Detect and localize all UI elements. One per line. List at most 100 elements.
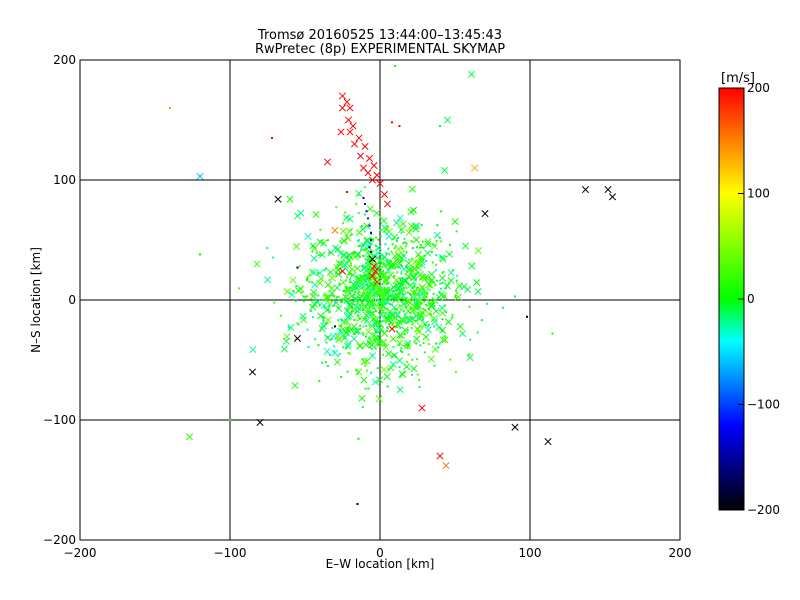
data-point-x: [295, 286, 303, 295]
data-point-x: [394, 245, 403, 253]
data-point-dot: [385, 329, 388, 332]
data-point-dot: [401, 247, 404, 250]
data-point-dot: [367, 260, 370, 263]
data-point-x: [253, 260, 261, 268]
data-point-x: [349, 122, 357, 130]
data-point-x: [400, 265, 408, 273]
data-point-x: [288, 291, 296, 299]
data-point-dot: [422, 246, 425, 249]
data-point-dot: [373, 288, 376, 291]
data-point-dot: [362, 197, 365, 199]
data-point-x: [451, 218, 459, 226]
data-point-dot: [406, 270, 409, 273]
data-point-dot: [314, 301, 317, 304]
data-point-dot: [419, 243, 422, 246]
data-point-dot: [423, 300, 426, 303]
data-point-dot: [454, 371, 457, 374]
data-point-dot: [382, 300, 385, 303]
data-point-dot: [394, 282, 397, 285]
data-point-x: [368, 176, 377, 184]
chart-title: Tromsø 20160525 13:44:00–13:45:43: [257, 28, 502, 43]
data-point-x: [344, 116, 353, 124]
data-point-dot: [377, 261, 380, 264]
data-point-dot: [368, 336, 371, 339]
data-point-x: [413, 298, 421, 306]
data-point-dot: [476, 331, 479, 334]
data-point-x: [339, 227, 347, 235]
data-point-dot: [317, 294, 320, 297]
data-point-dot: [441, 330, 444, 333]
data-point-dot: [435, 239, 438, 242]
data-point-x: [343, 98, 351, 106]
data-point-dot: [328, 310, 331, 313]
data-point-dot: [373, 325, 376, 328]
data-point-dot: [364, 387, 367, 390]
data-point-x: [338, 104, 347, 112]
data-point-x: [581, 186, 590, 194]
data-point-x: [397, 287, 405, 295]
data-point-x: [289, 276, 297, 284]
data-point-dot: [402, 316, 405, 319]
data-point-dot: [321, 298, 324, 301]
data-point-dot: [366, 298, 369, 301]
data-point-dot: [383, 344, 386, 347]
data-point-dot: [295, 284, 298, 287]
colorbar-tick-label: −200: [747, 503, 780, 517]
data-point-x: [396, 386, 404, 394]
data-point-x: [436, 452, 444, 460]
data-point-dot: [383, 230, 386, 233]
data-point-dot: [323, 292, 326, 295]
data-point-x: [408, 185, 416, 193]
data-point-dot: [456, 274, 459, 277]
data-point-x: [375, 286, 383, 294]
data-point-x: [351, 282, 359, 290]
data-point-x: [327, 285, 336, 293]
data-point-dot: [381, 265, 384, 268]
data-point-dot: [401, 297, 404, 300]
data-point-x: [369, 352, 377, 360]
data-point-dot: [418, 379, 421, 382]
data-point-x: [404, 339, 412, 347]
data-point-dot: [551, 332, 554, 335]
data-point-x: [336, 334, 344, 342]
x-tick-label: −100: [214, 546, 247, 560]
data-point-dot: [379, 235, 382, 238]
data-point-dot: [328, 251, 331, 254]
data-point-dot: [382, 330, 385, 333]
data-point-dot: [327, 239, 330, 242]
data-point-x: [324, 316, 332, 324]
data-point-dot: [357, 314, 360, 317]
data-point-dot: [397, 259, 400, 262]
data-point-dot: [422, 318, 425, 321]
data-point-x: [373, 209, 381, 217]
data-point-dot: [449, 358, 452, 361]
data-point-dot: [394, 308, 397, 311]
data-point-dot: [405, 277, 408, 280]
data-point-dot: [469, 338, 472, 341]
data-point-dot: [435, 263, 438, 266]
data-point-dot: [349, 262, 352, 265]
data-point-x: [397, 226, 406, 234]
data-point-dot: [400, 231, 403, 234]
data-point-x: [407, 208, 415, 216]
data-point-dot: [385, 252, 388, 255]
data-point-x: [370, 262, 378, 270]
data-point-x: [343, 318, 351, 326]
data-point-x: [280, 345, 288, 353]
colorbar-ticks: −200 −100 0 100 200: [738, 81, 780, 517]
data-point-dot: [318, 254, 321, 257]
data-point-dot: [422, 257, 425, 260]
data-point-dot: [344, 211, 347, 214]
data-point-x: [410, 265, 418, 273]
data-point-dot: [392, 313, 395, 316]
data-point-x: [365, 328, 373, 336]
data-point-x: [415, 302, 423, 310]
data-point-dot: [396, 271, 399, 274]
data-point-dot: [329, 251, 332, 254]
data-point-dot: [425, 304, 428, 307]
data-point-dot: [395, 308, 398, 311]
data-point-x: [460, 282, 468, 291]
data-point-x: [364, 299, 372, 307]
data-point-x: [358, 394, 366, 402]
data-point-dot: [354, 290, 357, 293]
